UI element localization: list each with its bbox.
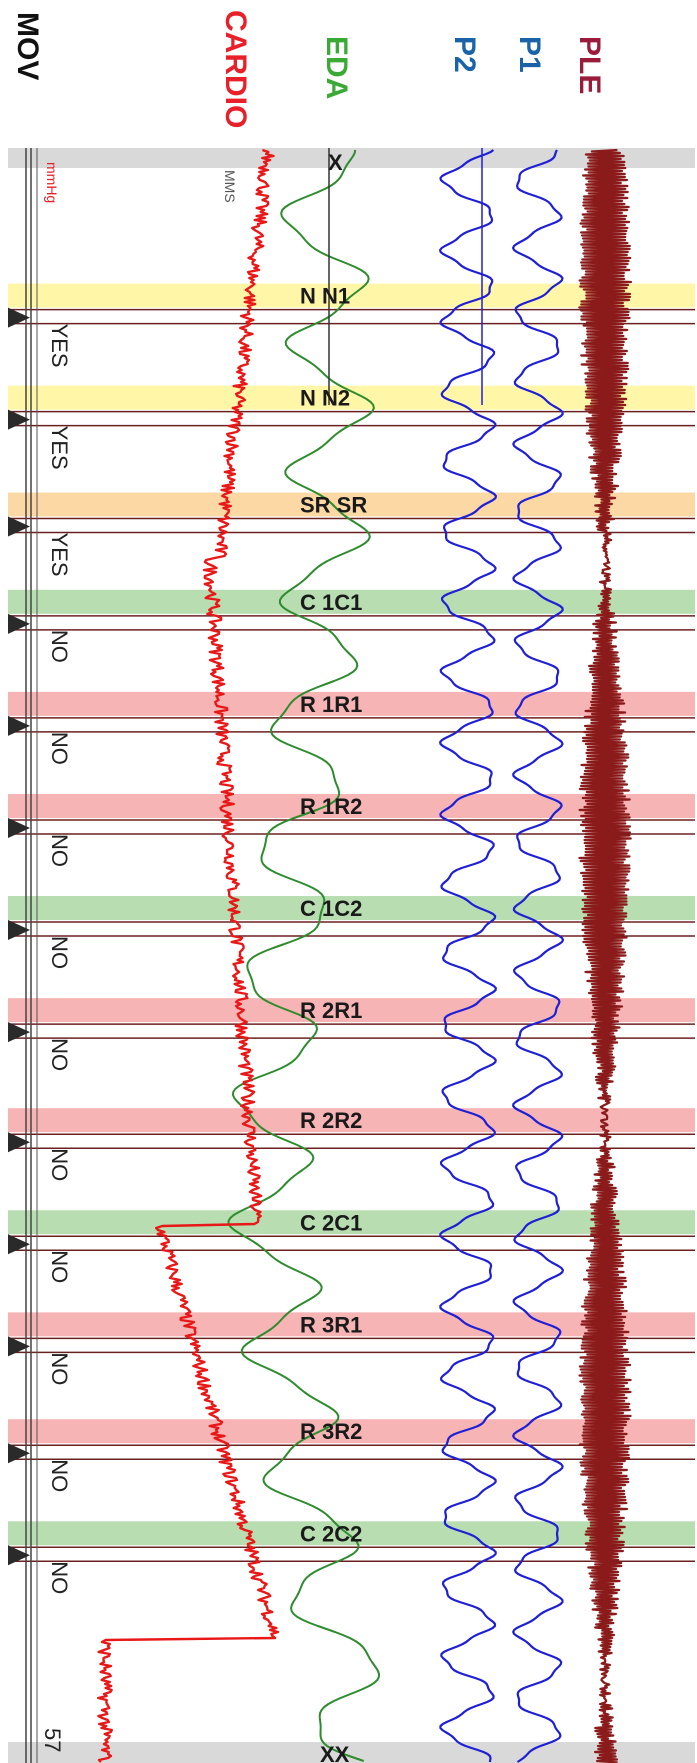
channel-label-p1: P1	[513, 36, 546, 73]
answer-label: NO	[47, 1038, 72, 1071]
answer-label: NO	[47, 630, 72, 663]
question-band	[8, 1419, 695, 1444]
question-band	[8, 1521, 695, 1546]
question-label: R 2R1	[300, 998, 362, 1023]
unit-label: mmHg	[44, 162, 60, 203]
answer-label: NO	[47, 1148, 72, 1181]
channel-label-cardio: CARDIO	[219, 10, 252, 128]
cardio-tag: MMS	[222, 170, 238, 203]
answer-label: NO	[47, 1561, 72, 1594]
plot-area: N N1 N N2 SR SR C 1C1 R 1R1 R 1R2 C 1C2 R 2R1 R …	[8, 148, 695, 1763]
question-label: N N2	[300, 386, 350, 411]
question-arrow	[8, 920, 30, 941]
cardio-trace	[97, 148, 280, 1763]
end-marker: XX	[320, 1742, 350, 1763]
channel-label-p2: P2	[448, 36, 481, 73]
p1-trace	[512, 149, 565, 1763]
question-label: R 3R1	[300, 1312, 362, 1337]
question-label: R 1R2	[300, 794, 362, 819]
question-label: C 2C1	[300, 1210, 362, 1235]
ple-trace	[578, 148, 633, 1763]
traces	[97, 148, 633, 1763]
question-arrow	[8, 1336, 30, 1357]
channel-labels: MOV CARDIO EDA P2 P1 PLE	[11, 10, 606, 128]
answer-label: NO	[47, 732, 72, 765]
question-label: C 1C1	[300, 590, 362, 615]
question-label: R 2R2	[300, 1108, 362, 1133]
answer-label: NO	[47, 936, 72, 969]
question-arrow	[8, 715, 30, 736]
question-label: R 1R1	[300, 692, 362, 717]
question-arrow	[8, 1443, 30, 1464]
question-band	[8, 1108, 695, 1133]
question-band	[8, 492, 695, 517]
answer-label: YES	[47, 533, 72, 577]
question-bands	[8, 283, 695, 1563]
question-band	[8, 691, 695, 716]
answer-label: NO	[47, 1459, 72, 1492]
question-arrow	[8, 1022, 30, 1043]
question-label: R 3R2	[300, 1419, 362, 1444]
question-labels: N N1 N N2 SR SR C 1C1 R 1R1 R 1R2 C 1C2 R 2R1 R …	[300, 284, 367, 1547]
question-label: SR SR	[300, 493, 367, 518]
answer-label: YES	[47, 426, 72, 470]
answer-label: NO	[47, 1250, 72, 1283]
question-band	[8, 793, 695, 818]
question-arrow	[8, 1234, 30, 1255]
question-band	[8, 1210, 695, 1235]
question-arrow	[8, 307, 30, 328]
bottom-value: 57	[40, 1728, 65, 1752]
answer-label: YES	[47, 324, 72, 368]
channel-label-ple: PLE	[573, 36, 606, 94]
mov-channel	[25, 148, 38, 1763]
question-label: C 1C2	[300, 896, 362, 921]
start-marker: X	[328, 150, 343, 175]
channel-label-eda: EDA	[320, 36, 353, 99]
question-label: C 2C2	[300, 1521, 362, 1546]
question-arrow	[8, 516, 30, 537]
question-arrow	[8, 1545, 30, 1566]
question-arrow	[8, 817, 30, 838]
answers: YES YES YES NO NO NO NO NO NO NO NO NO NO	[47, 324, 72, 1595]
answer-label: NO	[47, 834, 72, 867]
answer-label: NO	[47, 1352, 72, 1385]
question-band	[8, 998, 695, 1023]
question-arrows	[8, 307, 30, 1566]
question-arrow	[8, 409, 30, 430]
question-arrow	[8, 613, 30, 634]
question-band	[8, 896, 695, 921]
bottom-grey-bar	[8, 1742, 695, 1763]
p2-trace	[439, 149, 497, 1763]
question-band	[8, 385, 695, 410]
question-band	[8, 589, 695, 614]
question-arrow	[8, 1132, 30, 1153]
channel-label-mov: MOV	[11, 12, 44, 80]
question-label: N N1	[300, 284, 350, 309]
eda-trace	[227, 149, 380, 1762]
